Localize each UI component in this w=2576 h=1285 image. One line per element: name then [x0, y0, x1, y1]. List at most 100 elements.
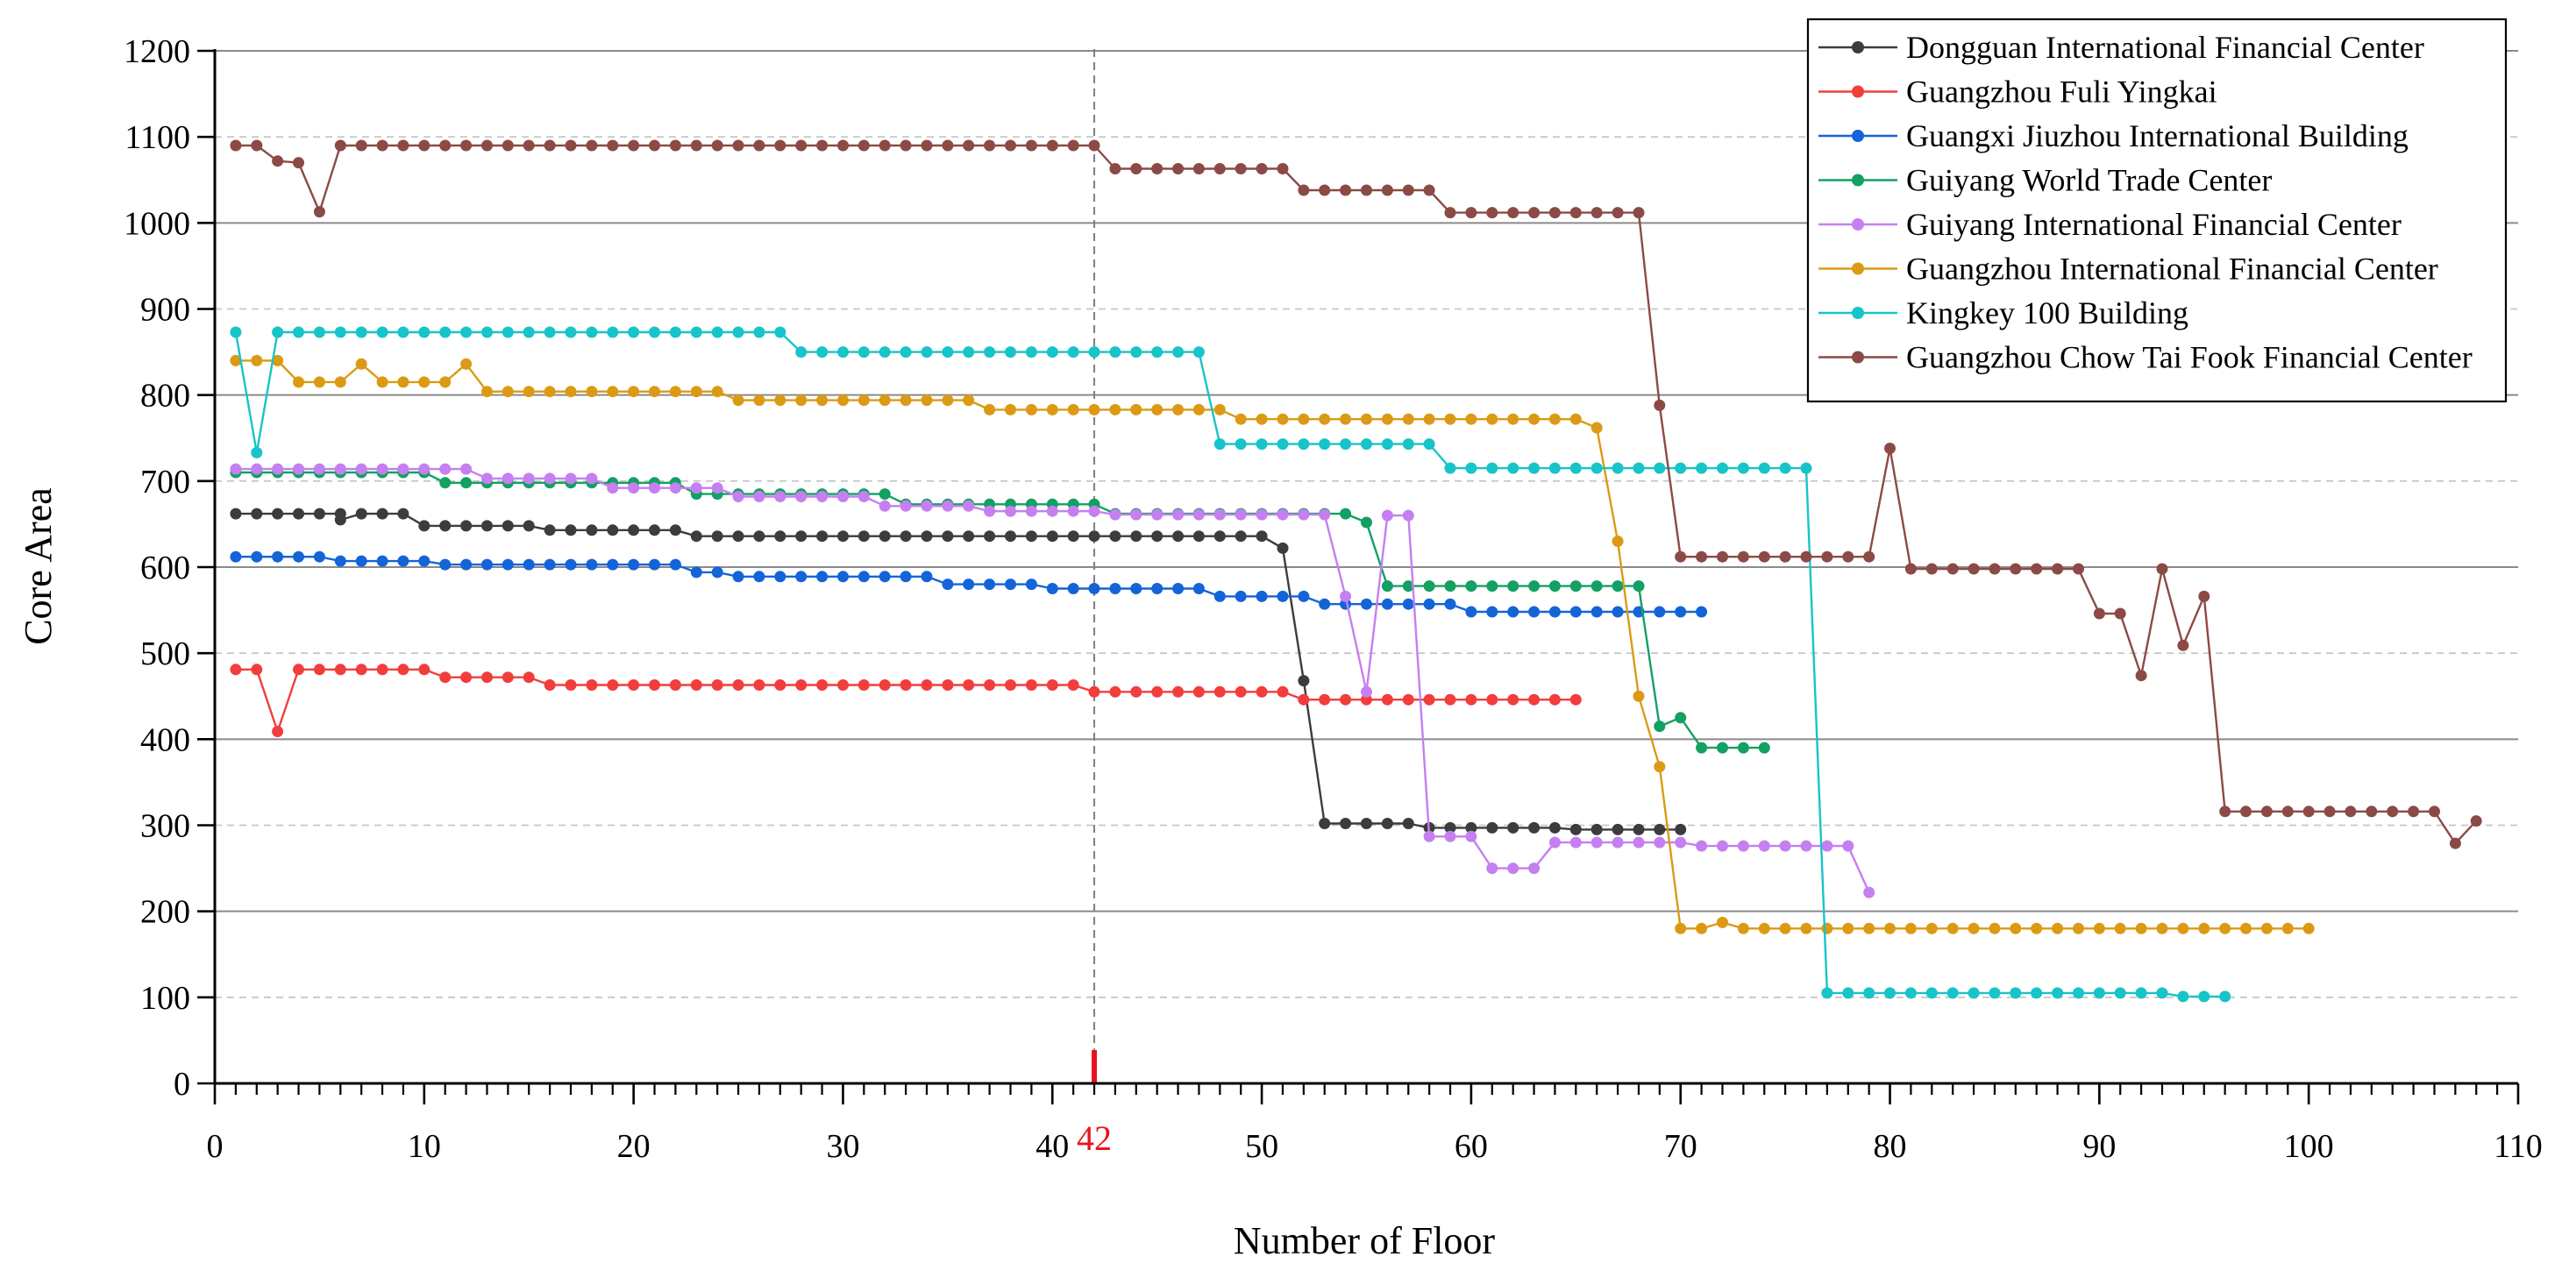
- data-point: [586, 386, 598, 398]
- data-point: [439, 326, 452, 338]
- data-point: [711, 386, 723, 398]
- data-point: [2052, 922, 2064, 934]
- data-point: [1654, 606, 1666, 618]
- data-point: [418, 139, 431, 152]
- legend-label: Kingkey 100 Building: [1906, 295, 2188, 330]
- data-point: [607, 482, 619, 494]
- data-point: [795, 530, 808, 543]
- data-point: [1402, 509, 1414, 522]
- data-point: [1088, 685, 1100, 698]
- data-point: [1569, 823, 1582, 835]
- data-point: [1821, 550, 1833, 563]
- data-point: [753, 491, 765, 502]
- data-point: [1402, 818, 1414, 829]
- data-point: [334, 463, 346, 475]
- legend-item: Guiyang World Trade Center: [1818, 163, 2272, 198]
- data-point: [711, 566, 723, 579]
- data-point: [1213, 163, 1226, 174]
- data-point: [732, 326, 744, 338]
- data-point: [2219, 806, 2231, 818]
- marker-label: 42: [1077, 1118, 1112, 1158]
- data-point: [1151, 583, 1163, 594]
- data-point: [2387, 806, 2399, 818]
- y-tick-label: 200: [140, 894, 190, 931]
- data-point: [1235, 413, 1247, 425]
- legend-label: Guangzhou Chow Tai Fook Financial Center: [1906, 340, 2473, 375]
- data-point: [2219, 990, 2231, 1003]
- data-point: [1758, 462, 1770, 474]
- data-point: [1675, 462, 1687, 474]
- data-point: [460, 477, 473, 489]
- data-point: [397, 664, 409, 676]
- series-8: [230, 139, 2482, 849]
- data-point: [334, 376, 346, 388]
- data-point: [460, 358, 473, 370]
- data-point: [523, 558, 535, 571]
- data-point: [816, 530, 829, 543]
- data-point: [900, 346, 912, 359]
- data-point: [795, 571, 808, 583]
- y-tick-label: 0: [174, 1066, 190, 1103]
- data-point: [1109, 508, 1121, 521]
- data-point: [355, 555, 367, 567]
- data-point: [649, 139, 660, 152]
- data-point: [1192, 403, 1205, 415]
- data-point: [1025, 403, 1037, 415]
- data-point: [1192, 508, 1205, 521]
- data-point: [2093, 987, 2105, 999]
- data-point: [690, 326, 702, 338]
- data-point: [963, 394, 975, 407]
- data-point: [1192, 583, 1205, 594]
- series-3: [230, 550, 1708, 618]
- data-point: [1465, 413, 1477, 425]
- data-point: [1005, 679, 1016, 691]
- data-point: [1696, 840, 1708, 852]
- data-point: [355, 139, 367, 152]
- legend-item: Guangzhou Fuli Yingkai: [1818, 75, 2217, 110]
- data-point: [607, 386, 619, 398]
- data-point: [1256, 685, 1268, 698]
- data-point: [1172, 508, 1185, 521]
- data-point: [502, 671, 514, 684]
- data-point: [1590, 606, 1603, 618]
- data-point: [1298, 693, 1310, 706]
- data-point: [984, 139, 996, 152]
- data-point: [837, 394, 849, 407]
- data-point: [355, 508, 367, 520]
- legend-box: [1806, 18, 2508, 403]
- data-point: [628, 558, 640, 571]
- data-point: [397, 139, 409, 152]
- data-point: [1925, 987, 1938, 999]
- data-point: [1319, 438, 1331, 451]
- data-point: [879, 679, 891, 691]
- data-point: [1633, 690, 1645, 702]
- data-point: [586, 558, 598, 571]
- data-point: [942, 394, 954, 407]
- data-point: [942, 500, 954, 512]
- data-point: [857, 139, 870, 152]
- data-point: [2135, 987, 2147, 999]
- data-point: [816, 139, 829, 152]
- data-point: [1402, 438, 1414, 451]
- data-point: [1612, 536, 1624, 547]
- data-point: [669, 482, 681, 494]
- data-point: [1319, 184, 1331, 196]
- data-point: [1088, 530, 1100, 543]
- data-point: [1548, 413, 1561, 425]
- data-point: [544, 139, 556, 152]
- data-point: [649, 679, 660, 691]
- data-point: [1528, 207, 1541, 219]
- data-point: [1528, 413, 1541, 425]
- data-point: [1548, 462, 1561, 474]
- data-point: [1465, 821, 1477, 834]
- data-point: [1277, 413, 1289, 425]
- data-point: [1633, 836, 1645, 848]
- data-point: [418, 520, 431, 532]
- data-point: [732, 571, 744, 583]
- data-point: [816, 491, 829, 502]
- data-point: [1737, 742, 1749, 754]
- data-point: [1779, 550, 1791, 563]
- data-point: [334, 326, 346, 338]
- data-point: [1507, 863, 1519, 875]
- data-point: [544, 472, 556, 485]
